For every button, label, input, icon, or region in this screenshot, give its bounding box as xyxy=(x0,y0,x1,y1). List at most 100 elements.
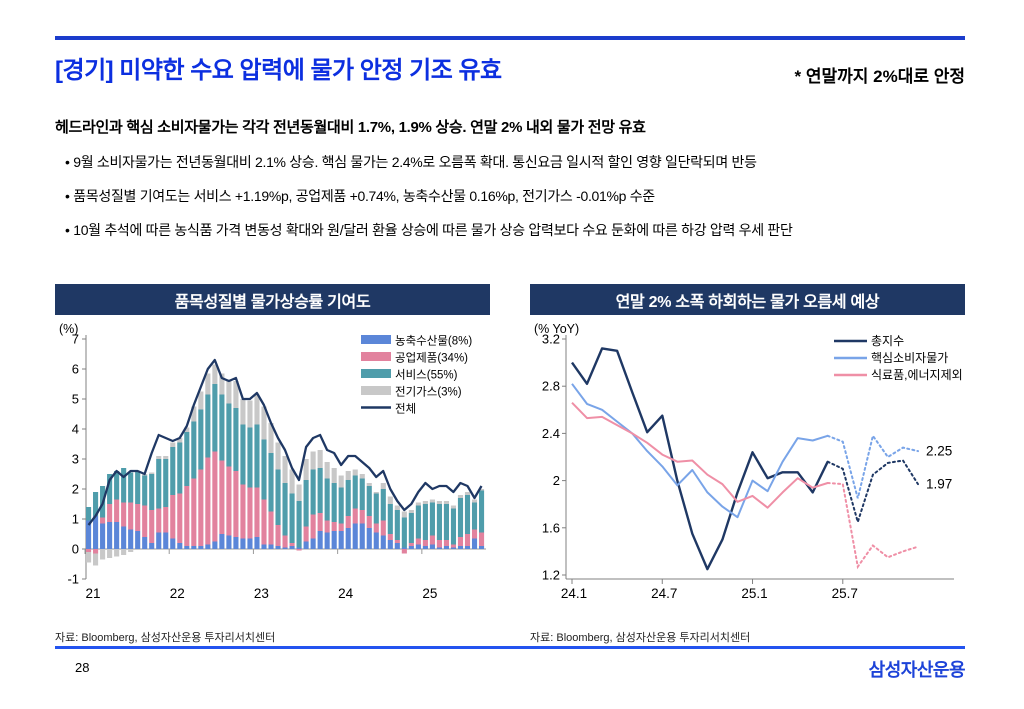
bar-segment xyxy=(359,478,365,510)
bar-segment xyxy=(282,483,288,536)
bar-segment xyxy=(359,510,365,524)
bar-segment xyxy=(436,501,442,504)
bar-segment xyxy=(303,480,309,527)
bar-segment xyxy=(219,460,225,534)
bar-segment xyxy=(380,483,386,489)
bar-segment xyxy=(275,469,281,525)
left-ytick-label: -1 xyxy=(67,572,79,587)
bar-segment xyxy=(282,456,288,483)
bar-segment xyxy=(338,523,344,531)
bar-segment xyxy=(394,505,400,510)
bar-segment xyxy=(296,549,302,551)
right-ytick-label: 2.4 xyxy=(542,426,560,441)
bar-segment xyxy=(436,540,442,548)
legend-label: 서비스(55%) xyxy=(395,369,458,382)
bar-segment xyxy=(387,504,393,534)
bar-segment xyxy=(205,544,211,549)
left-ytick-label: 5 xyxy=(72,392,79,407)
bar-segment xyxy=(345,471,351,480)
bar-segment xyxy=(170,538,176,549)
left-ytick-label: 4 xyxy=(72,422,79,437)
bar-segment xyxy=(478,490,485,533)
bar-segment xyxy=(163,507,169,533)
bar-segment xyxy=(93,553,99,566)
bar-segment xyxy=(380,489,386,521)
bar-segment xyxy=(443,504,450,540)
bar-segment xyxy=(128,502,134,530)
right-xtick-label: 24.1 xyxy=(561,586,587,601)
series-solid xyxy=(571,383,828,519)
bar-segment xyxy=(317,531,323,549)
bar-segment xyxy=(303,526,309,542)
right-ytick-label: 3.2 xyxy=(542,332,560,347)
bar-segment xyxy=(198,409,204,470)
bar-segment xyxy=(450,505,457,509)
bar-segment xyxy=(177,442,183,494)
bar-segment xyxy=(450,508,457,545)
left-xtick-label: 21 xyxy=(85,586,100,601)
bar-segment xyxy=(191,546,197,549)
bar-segment xyxy=(121,549,127,555)
right-ytick-label: 1.6 xyxy=(542,520,560,535)
bar-segment xyxy=(478,489,485,491)
bar-segment xyxy=(387,540,393,549)
bar-segment xyxy=(310,469,316,515)
company-logo: 삼성자산운용 xyxy=(868,660,966,680)
bar-segment xyxy=(345,528,351,549)
bar-segment xyxy=(184,486,190,546)
bar-segment xyxy=(268,423,274,453)
left-ytick-label: 1 xyxy=(72,512,79,527)
bar-segment xyxy=(198,469,204,546)
legend-chip xyxy=(361,386,391,395)
bar-segment xyxy=(198,391,204,410)
bar-segment xyxy=(219,373,225,395)
bar-segment xyxy=(121,502,127,527)
bar-segment xyxy=(352,475,358,509)
bar-segment xyxy=(240,424,246,485)
bar-segment xyxy=(261,499,267,545)
legend-label: 식료품,에너지제외 xyxy=(871,368,963,382)
bar-segment xyxy=(464,534,471,546)
left-ytick-label: 7 xyxy=(72,332,79,347)
bar-segment xyxy=(191,478,197,546)
series-forecast-dotted xyxy=(826,482,919,570)
bar-segment xyxy=(464,492,471,495)
bar-segment xyxy=(212,541,218,549)
bar-segment xyxy=(247,538,253,549)
bullet-item: 9월 소비자물가는 전년동월대비 2.1% 상승. 핵심 물가는 2.4%로 오… xyxy=(65,152,967,172)
bar-segment xyxy=(135,504,141,531)
series-end-label: 1.97 xyxy=(926,477,952,492)
bar-segment xyxy=(324,532,330,549)
bar-segment xyxy=(450,544,457,548)
bar-segment xyxy=(268,544,274,549)
bar-segment xyxy=(331,522,337,531)
bar-segment xyxy=(289,469,295,494)
left-xtick-label: 23 xyxy=(254,586,269,601)
bar-segment xyxy=(177,543,183,549)
bar-segment xyxy=(226,535,232,549)
page-title: [경기] 미약한 수요 압력에 물가 안정 기조 유효 xyxy=(55,57,502,84)
bar-segment xyxy=(310,514,316,539)
bar-segment xyxy=(184,546,190,549)
bar-segment xyxy=(240,484,246,539)
bar-segment xyxy=(352,508,358,524)
bar-segment xyxy=(198,546,204,549)
bar-segment xyxy=(408,510,414,513)
intro-headline: 헤드라인과 핵심 소비자물가는 각각 전년동월대비 1.7%, 1.9% 상승.… xyxy=(55,119,646,136)
bar-segment xyxy=(233,537,239,549)
bar-segment xyxy=(212,364,218,384)
bar-segment xyxy=(261,439,267,500)
bar-segment xyxy=(415,502,421,506)
bar-segment xyxy=(338,487,344,524)
bar-segment xyxy=(254,537,260,549)
bar-segment xyxy=(387,496,393,504)
bar-segment xyxy=(401,549,407,554)
bar-segment xyxy=(191,406,197,422)
bar-segment xyxy=(142,537,148,549)
legend-chip xyxy=(361,335,391,344)
legend-label: 전체 xyxy=(395,403,416,416)
bar-segment xyxy=(163,456,169,459)
bar-segment xyxy=(226,403,232,467)
left-ytick-label: 0 xyxy=(72,542,79,557)
